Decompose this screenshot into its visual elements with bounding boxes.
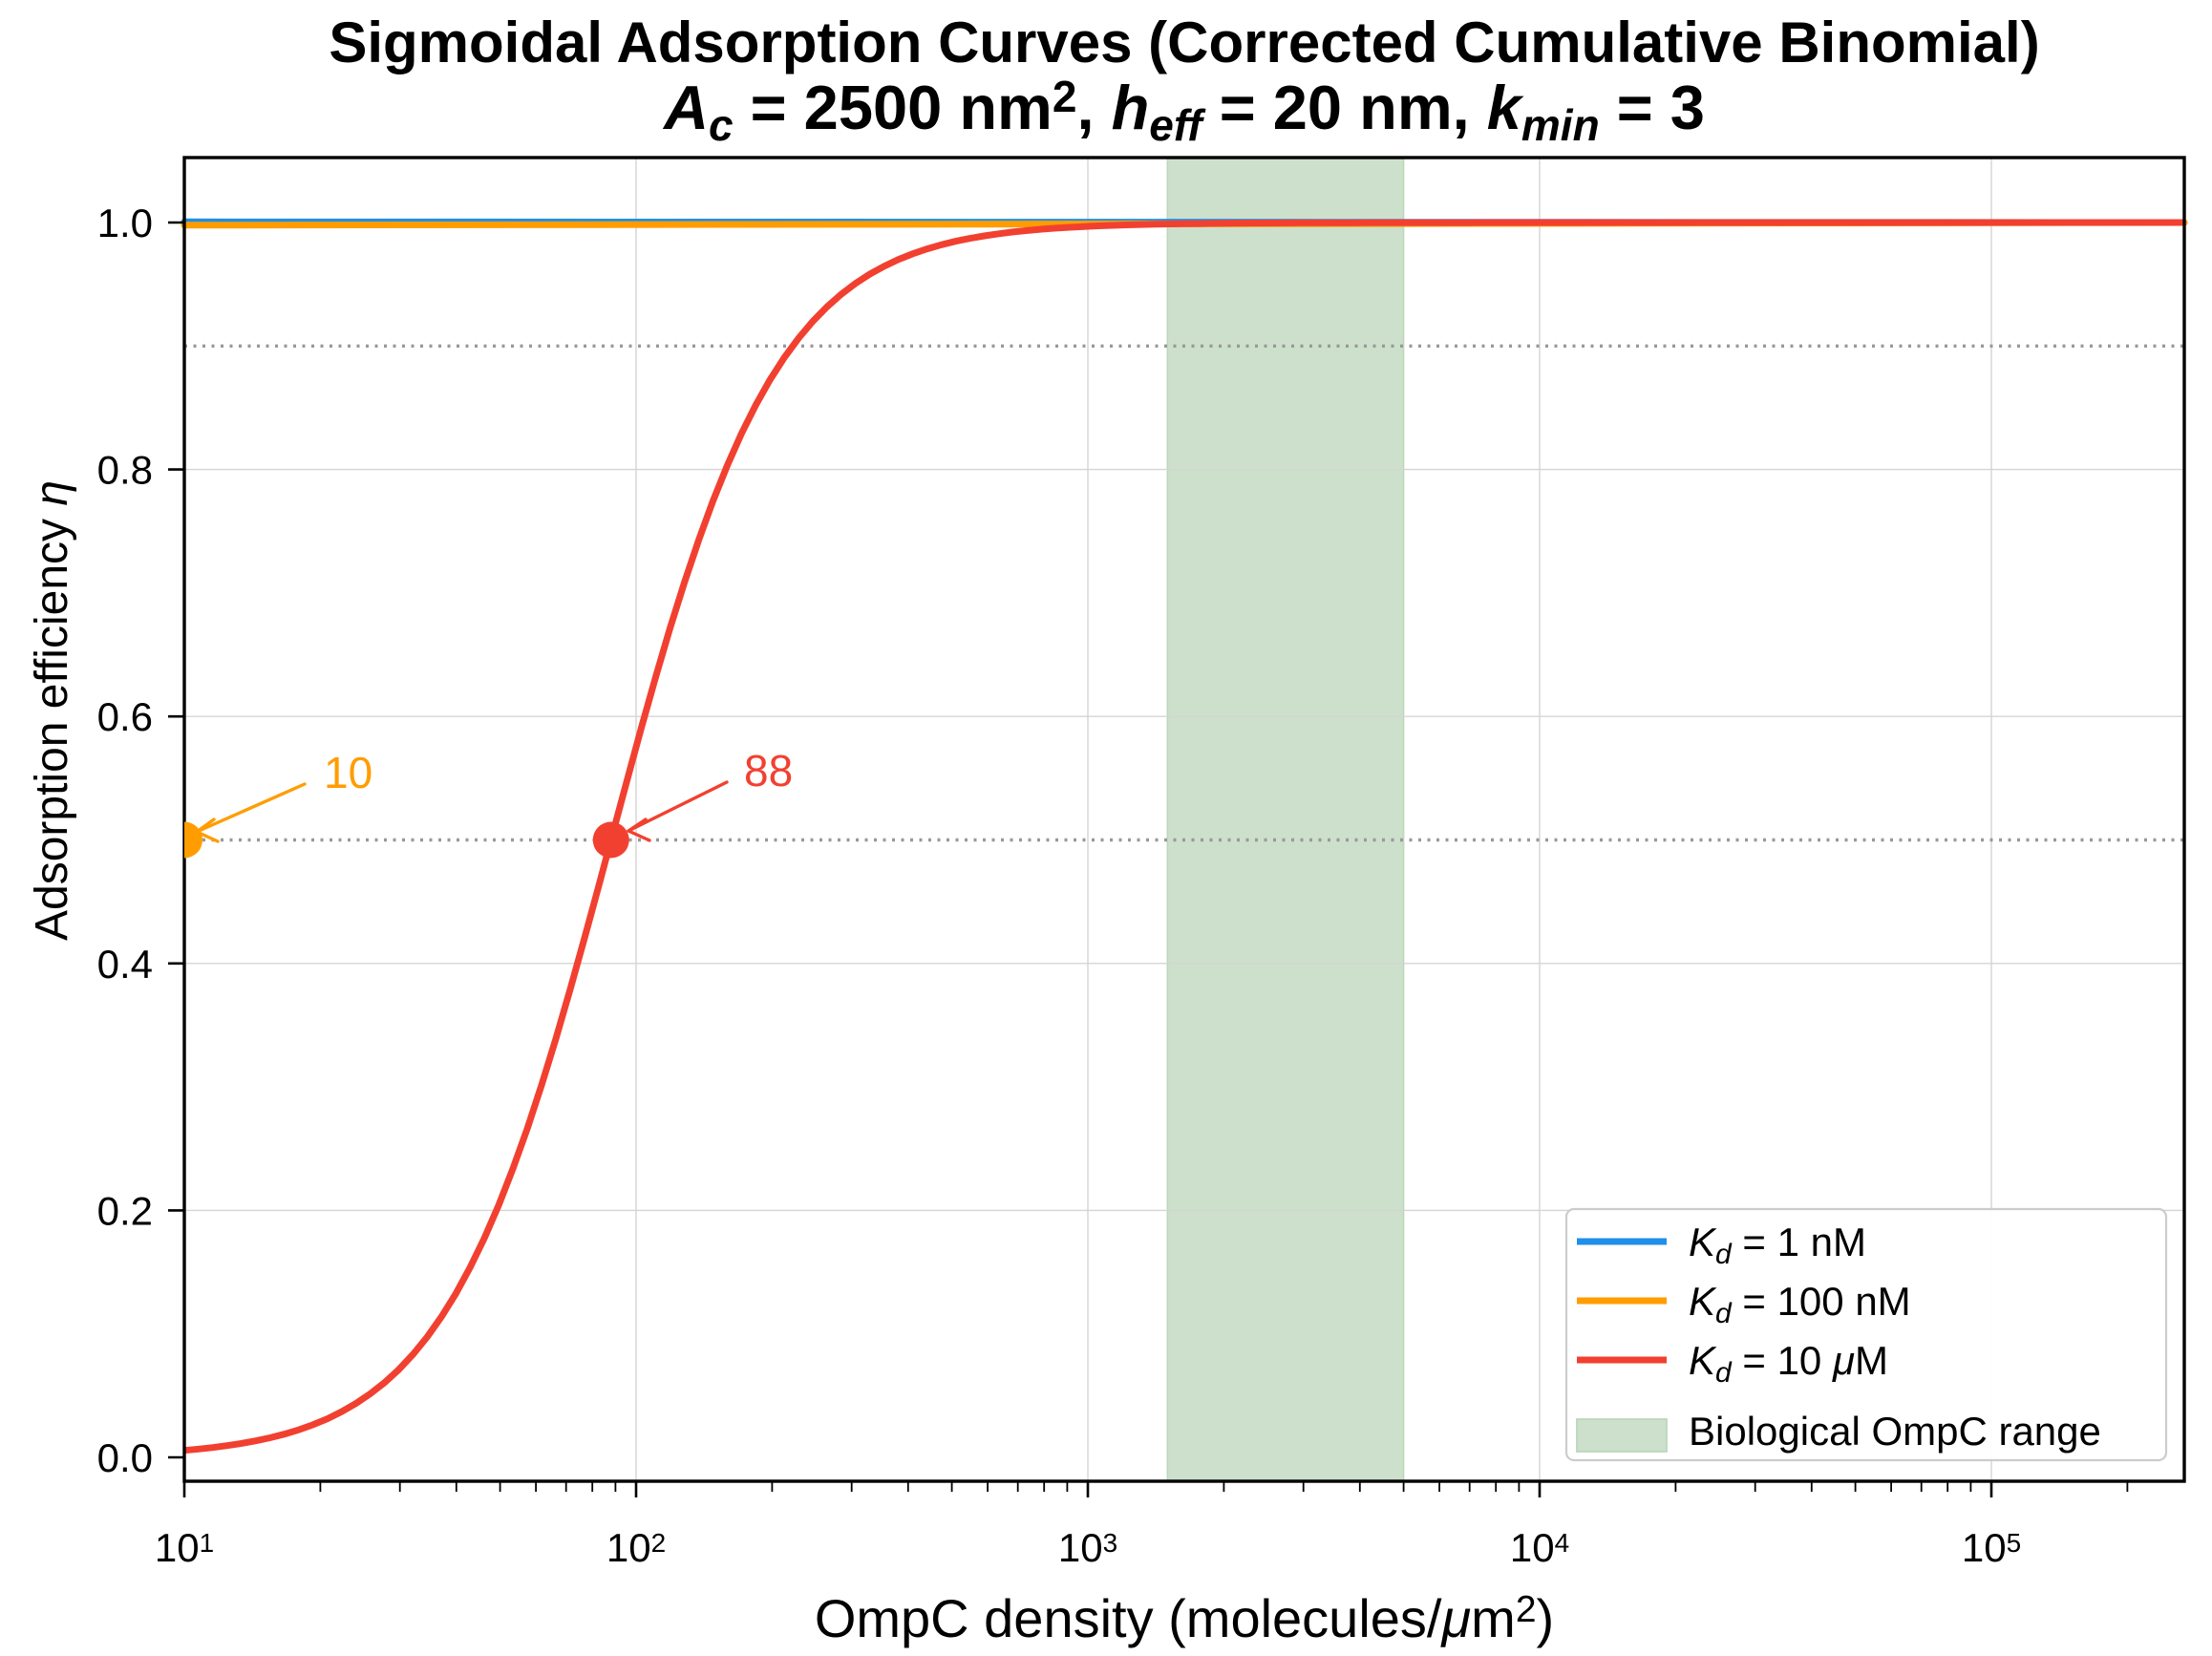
svg-text:Adsorption efficiency η: Adsorption efficiency η (27, 480, 77, 941)
svg-text:0.8: 0.8 (97, 448, 153, 493)
svg-text:10: 10 (324, 748, 372, 797)
svg-text:0.0: 0.0 (97, 1435, 153, 1480)
svg-text:0.4: 0.4 (97, 942, 153, 987)
svg-text:0.2: 0.2 (97, 1188, 153, 1233)
svg-text:0.6: 0.6 (97, 694, 153, 739)
svg-text:88: 88 (744, 746, 793, 796)
svg-text:OmpC density (molecules/μm2): OmpC density (molecules/μm2) (815, 1588, 1554, 1648)
svg-text:Kd = 1 nM: Kd = 1 nM (1689, 1220, 1866, 1270)
svg-text:Biological OmpC range: Biological OmpC range (1689, 1409, 2101, 1454)
svg-text:1.0: 1.0 (97, 201, 153, 245)
svg-text:Sigmoidal Adsorption Curves (C: Sigmoidal Adsorption Curves (Corrected C… (329, 11, 2039, 74)
